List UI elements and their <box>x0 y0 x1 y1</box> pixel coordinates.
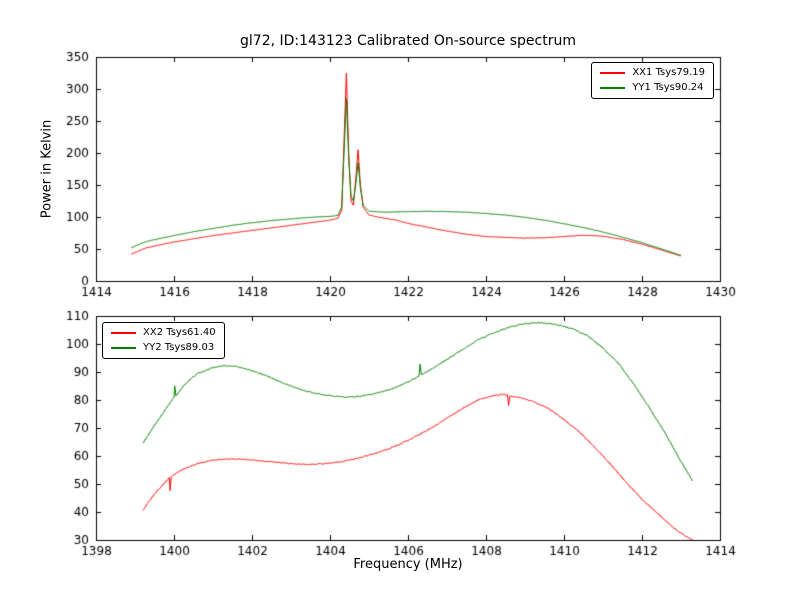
legend-label-yy1: YY1 Tsys90.24 <box>632 82 704 93</box>
figure-title: gl72, ID:143123 Calibrated On-source spe… <box>240 33 576 49</box>
legend-label-xx2: XX2 Tsys61.40 <box>143 327 216 338</box>
legend-line-sample-xx1 <box>600 72 626 74</box>
legend-bottom-plot: XX2 Tsys61.40 YY2 Tsys89.03 <box>102 322 225 359</box>
legend-top-plot: XX1 Tsys79.19 YY1 Tsys90.24 <box>591 62 714 99</box>
legend-line-sample-yy1 <box>600 87 626 89</box>
legend-item-yy1: YY1 Tsys90.24 <box>600 83 705 93</box>
legend-line-sample-xx2 <box>111 332 136 334</box>
y-axis-label: Power in Kelvin <box>39 119 55 219</box>
legend-item-xx2: XX2 Tsys61.40 <box>111 328 216 338</box>
legend-label-xx1: XX1 Tsys79.19 <box>632 67 705 78</box>
legend-item-yy2: YY2 Tsys89.03 <box>111 343 216 353</box>
legend-line-sample-yy2 <box>111 347 136 349</box>
legend-label-yy2: YY2 Tsys89.03 <box>143 342 215 353</box>
legend-item-xx1: XX1 Tsys79.19 <box>600 68 705 78</box>
x-axis-label: Frequency (MHz) <box>353 557 463 572</box>
